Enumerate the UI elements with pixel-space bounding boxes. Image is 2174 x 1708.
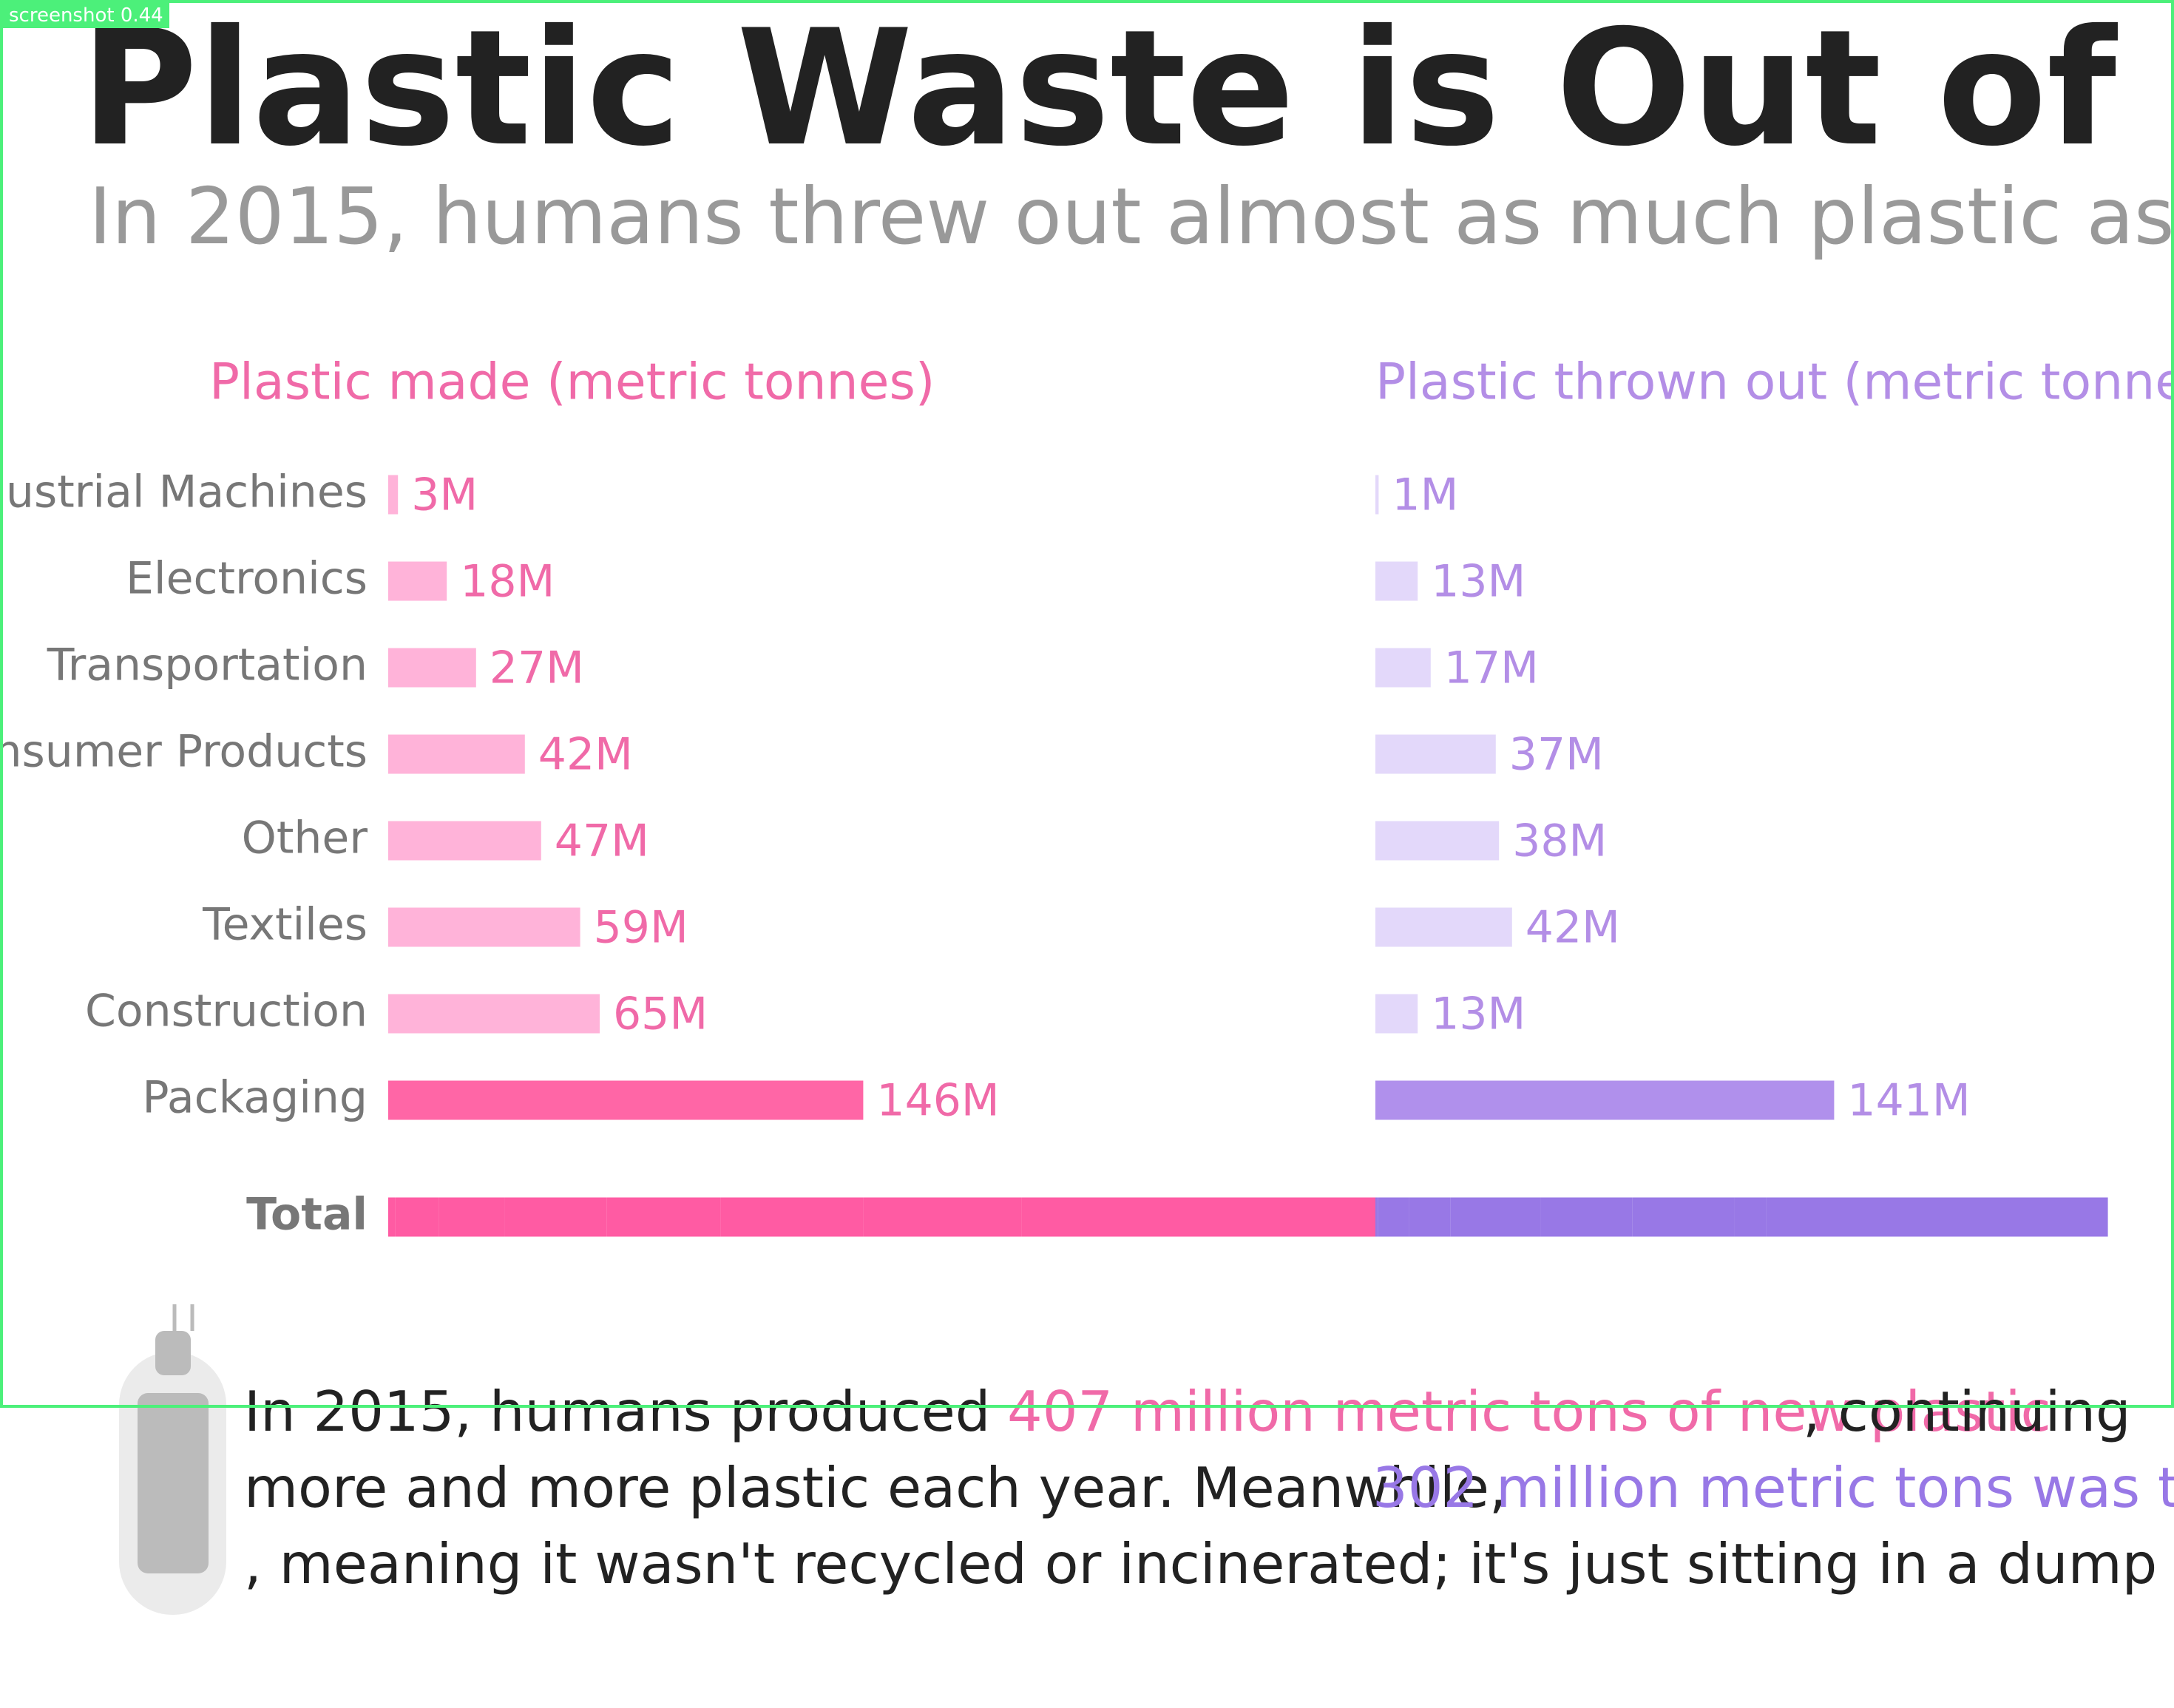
chart-title: Plastic made (metric tonnes) xyxy=(209,353,935,412)
bar xyxy=(388,821,541,861)
bottle-icon xyxy=(119,1304,226,1615)
highlight-made: 407 million metric tons of new plastic xyxy=(1007,1379,2051,1444)
total-segment xyxy=(1378,1197,1409,1237)
highlight-thrown: 302 million metric tons was thrown out xyxy=(1372,1455,2174,1520)
total-segment xyxy=(1540,1197,1633,1237)
value-label: 65M xyxy=(613,989,708,1040)
bar xyxy=(1375,994,1418,1034)
bar xyxy=(1375,1080,1835,1120)
value-label: 13M xyxy=(1431,989,1525,1040)
value-label: 42M xyxy=(1525,902,1620,954)
value-label: 1M xyxy=(1392,470,1458,521)
category-label: Electronics xyxy=(126,553,368,605)
paragraph-text: more and more plastic each year. Meanwhi… xyxy=(244,1455,1507,1520)
category-label: Industrial Machines xyxy=(0,467,368,518)
total-label: Total xyxy=(246,1189,368,1241)
value-label: 17M xyxy=(1444,643,1539,694)
bar xyxy=(388,1080,864,1120)
paragraph-text: , continuing xyxy=(1803,1379,2131,1444)
value-label: 18M xyxy=(460,556,555,608)
total-segment xyxy=(504,1197,607,1237)
bar xyxy=(388,994,600,1034)
paragraph-text: In 2015, humans produced xyxy=(244,1379,991,1444)
total-segment xyxy=(1375,1197,1378,1237)
total-segment xyxy=(395,1197,439,1237)
value-label: 3M xyxy=(411,470,478,521)
total-segment xyxy=(1766,1197,2108,1237)
value-label: 13M xyxy=(1431,556,1525,608)
category-label: Packaging xyxy=(142,1072,368,1124)
value-label: 42M xyxy=(538,729,633,781)
bar xyxy=(1375,561,1418,601)
bar xyxy=(388,907,580,947)
bar xyxy=(1375,734,1496,774)
bar xyxy=(388,561,447,601)
value-label: 37M xyxy=(1509,729,1604,781)
category-label: Textiles xyxy=(202,899,368,951)
total-segment xyxy=(388,1197,396,1237)
paragraph-text: , meaning it wasn't recycled or incinera… xyxy=(244,1531,2158,1596)
total-segment xyxy=(863,1197,1022,1237)
total-segment xyxy=(720,1197,864,1237)
bar xyxy=(1375,475,1379,515)
total-segment xyxy=(1021,1197,1375,1237)
total-segment xyxy=(1734,1197,1767,1237)
value-label: 38M xyxy=(1512,816,1607,867)
bar xyxy=(1375,821,1500,861)
page-subtitle: In 2015, humans threw out almost as much… xyxy=(89,172,2174,262)
value-label: 27M xyxy=(490,643,584,694)
value-label: 146M xyxy=(876,1075,999,1127)
page-title: Plastic Waste is Out of Control xyxy=(81,0,2174,181)
bar xyxy=(388,648,476,688)
total-segment xyxy=(1409,1197,1451,1237)
bar xyxy=(388,734,525,774)
value-label: 47M xyxy=(555,816,649,867)
total-segment xyxy=(1450,1197,1541,1237)
bar xyxy=(1375,907,1512,947)
category-label: Transportation xyxy=(47,640,368,691)
value-label: 141M xyxy=(1847,1075,1970,1127)
category-label: Consumer Products xyxy=(0,726,368,778)
category-label: Construction xyxy=(85,986,368,1037)
category-label: Other xyxy=(242,813,368,864)
value-label: 59M xyxy=(594,902,688,954)
bar xyxy=(1375,648,1431,688)
total-segment xyxy=(1632,1197,1735,1237)
bar xyxy=(388,475,399,515)
chart-title: Plastic thrown out (metric tonnes) xyxy=(1375,353,2174,412)
total-segment xyxy=(606,1197,721,1237)
total-segment xyxy=(438,1197,505,1237)
